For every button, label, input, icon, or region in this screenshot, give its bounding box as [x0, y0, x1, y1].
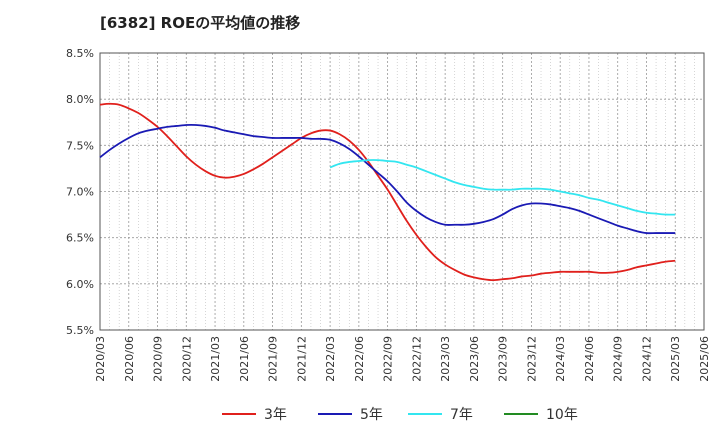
legend: 3年 5年 7年 10年: [222, 407, 578, 423]
x-tick-label: 2024/06: [583, 336, 596, 382]
x-tick-label: 2020/06: [123, 336, 136, 382]
legend-label: 7年: [450, 407, 473, 423]
chart-title: [6382] ROEの平均値の推移: [100, 14, 301, 32]
y-tick-label: 8.5%: [66, 47, 94, 60]
x-tick-label: 2023/03: [439, 336, 452, 382]
y-tick-label: 7.5%: [66, 139, 94, 152]
grid-lines: [100, 53, 704, 330]
y-tick-label: 5.5%: [66, 324, 94, 337]
x-tick-label: 2023/09: [497, 336, 510, 382]
y-tick-label: 7.0%: [66, 186, 94, 199]
y-tick-label: 6.5%: [66, 232, 94, 245]
x-tick-label: 2024/03: [554, 336, 567, 382]
series-lines: [99, 102, 676, 282]
series-line-5年: [99, 124, 676, 235]
y-tick-label: 6.0%: [66, 278, 94, 291]
x-tick-label: 2023/06: [468, 336, 481, 382]
x-tick-label: 2021/09: [267, 336, 280, 382]
y-axis-ticks: 8.5% 8.0% 7.5% 7.0% 6.5% 6.0% 5.5%: [66, 47, 94, 337]
series-line-7年: [329, 159, 676, 216]
x-tick-label: 2025/03: [669, 336, 682, 382]
plot-area-border: [99, 52, 705, 331]
x-tick-label: 2021/12: [295, 336, 308, 382]
x-tick-label: 2021/06: [238, 336, 251, 382]
x-tick-label: 2022/12: [410, 336, 423, 382]
x-tick-label: 2020/12: [180, 336, 193, 382]
x-tick-label: 2022/06: [353, 336, 366, 382]
x-axis-ticks: 2020/03 2020/06 2020/09 2020/12 2021/03 2021/…: [94, 336, 711, 382]
legend-label: 10年: [546, 407, 578, 423]
x-tick-label: 2020/03: [94, 336, 107, 382]
legend-label: 3年: [264, 407, 287, 423]
y-tick-label: 8.0%: [66, 93, 94, 106]
x-tick-label: 2024/12: [640, 336, 653, 382]
x-tick-label: 2023/12: [525, 336, 538, 382]
x-tick-label: 2025/06: [698, 336, 711, 382]
series-line-3年: [99, 102, 676, 282]
x-tick-label: 2024/09: [612, 336, 625, 382]
legend-label: 5年: [360, 407, 383, 423]
x-tick-label: 2022/09: [382, 336, 395, 382]
x-tick-label: 2020/09: [152, 336, 165, 382]
x-tick-label: 2022/03: [324, 336, 337, 382]
x-tick-label: 2021/03: [209, 336, 222, 382]
